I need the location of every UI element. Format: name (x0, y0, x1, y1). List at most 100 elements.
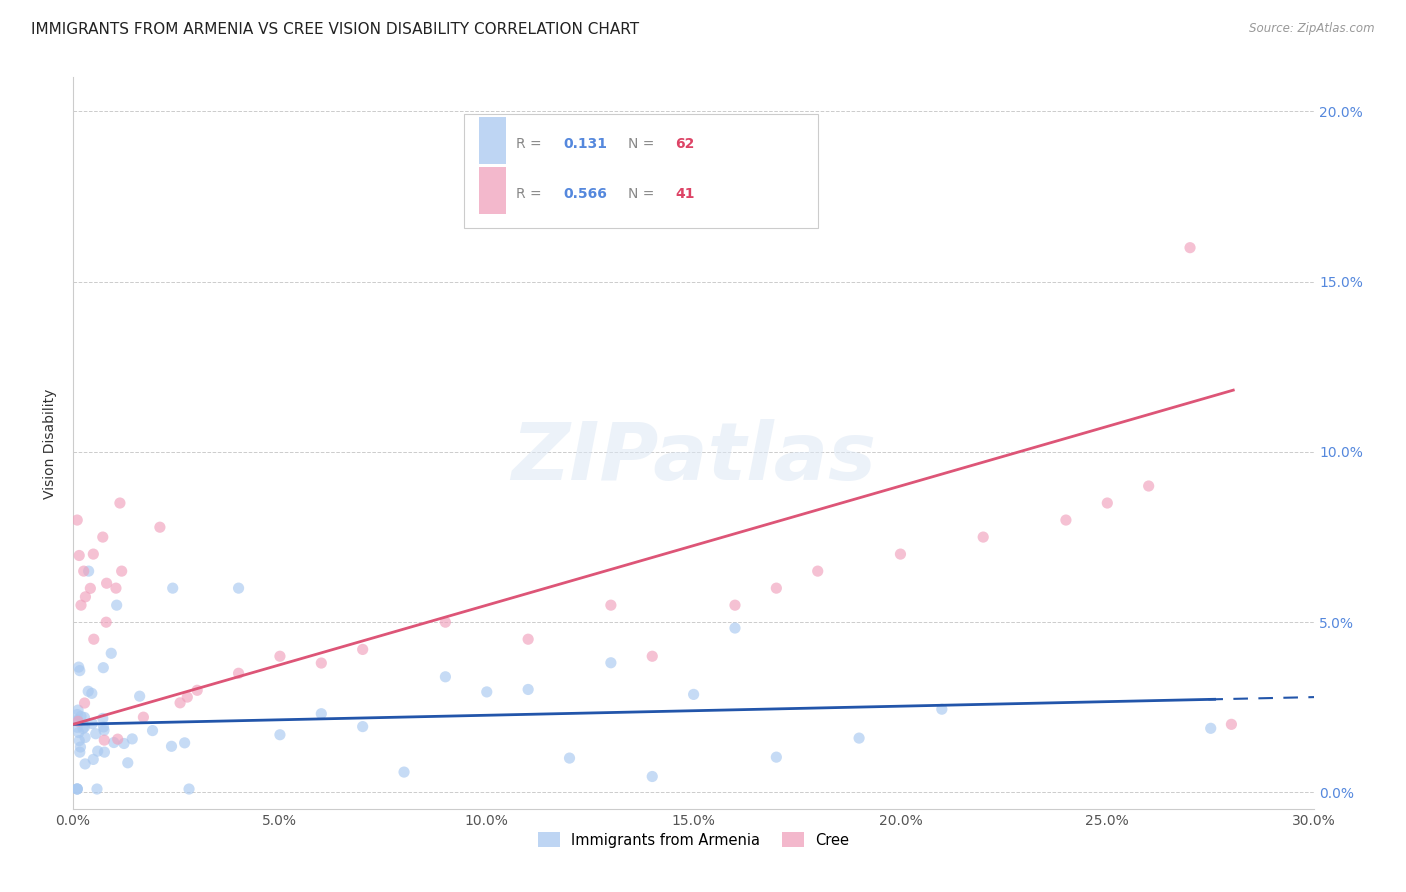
Point (82, 716, 104, 731)
Point (69, 739, 91, 754)
Point (86, 744, 108, 758)
Text: 0.131: 0.131 (564, 137, 607, 151)
Point (67, 733, 90, 747)
Point (91, 661, 114, 675)
Text: IMMIGRANTS FROM ARMENIA VS CREE VISION DISABILITY CORRELATION CHART: IMMIGRANTS FROM ARMENIA VS CREE VISION D… (31, 22, 640, 37)
Point (765, 581, 787, 595)
Bar (479, 167, 506, 214)
Point (75, 590, 97, 604)
Point (93, 733, 115, 747)
Text: Source: ZipAtlas.com: Source: ZipAtlas.com (1250, 22, 1375, 36)
Point (112, 737, 135, 751)
Point (67, 549, 90, 563)
Point (269, 649, 291, 664)
Point (77, 564, 100, 578)
Point (558, 751, 581, 765)
Point (100, 646, 122, 660)
Text: R =: R = (516, 187, 546, 201)
Point (73, 564, 96, 578)
Point (311, 656, 333, 670)
Point (807, 564, 830, 578)
Point (117, 756, 139, 770)
Point (69, 745, 91, 759)
Point (931, 702, 953, 716)
Point (93, 720, 115, 734)
Point (186, 683, 208, 698)
Point (66, 714, 89, 728)
Point (91, 711, 114, 725)
Point (724, 621, 747, 635)
Text: N =: N = (628, 137, 658, 151)
Point (77, 684, 100, 698)
Point (1137, 479, 1160, 493)
Bar (479, 117, 506, 164)
Point (67, 703, 90, 717)
Point (311, 706, 333, 721)
Bar (464, 114, 818, 227)
Point (128, 689, 150, 703)
Text: N =: N = (628, 187, 658, 201)
Legend: Immigrants from Armenia, Cree: Immigrants from Armenia, Cree (531, 826, 855, 854)
Point (67, 714, 90, 729)
Point (1054, 513, 1077, 527)
Point (86, 782, 108, 797)
Point (641, 770, 664, 784)
Text: ZIPatlas: ZIPatlas (512, 419, 876, 497)
Point (70, 598, 93, 612)
Point (66, 707, 89, 722)
Point (83, 632, 105, 647)
Point (641, 649, 664, 664)
Y-axis label: Vision Disability: Vision Disability (44, 388, 58, 499)
Point (66, 714, 89, 728)
Point (66, 782, 89, 797)
Point (66, 782, 89, 797)
Point (66, 781, 89, 796)
Text: R =: R = (516, 137, 546, 151)
Point (434, 670, 457, 684)
Point (72, 722, 94, 736)
Point (79, 582, 101, 596)
Point (96, 576, 118, 591)
Point (392, 765, 415, 780)
Point (69, 664, 91, 678)
Point (67, 725, 90, 739)
Point (352, 720, 374, 734)
Point (177, 782, 200, 797)
Point (80, 686, 103, 700)
Point (475, 685, 498, 699)
Point (73, 696, 96, 710)
Point (93, 723, 115, 738)
Point (91, 530, 114, 544)
Point (132, 710, 155, 724)
Point (111, 564, 134, 578)
Point (765, 750, 787, 764)
Point (141, 723, 163, 738)
Point (176, 690, 198, 704)
Point (724, 598, 747, 612)
Point (599, 656, 621, 670)
Point (84, 727, 107, 741)
Point (599, 598, 621, 612)
Text: 0.566: 0.566 (564, 187, 607, 201)
Point (82, 752, 104, 766)
Point (75, 756, 97, 771)
Point (108, 496, 131, 510)
Point (105, 598, 128, 612)
Text: 62: 62 (675, 137, 695, 151)
Point (160, 739, 183, 754)
Point (93, 745, 115, 759)
Point (75, 731, 97, 745)
Point (121, 731, 143, 746)
Point (103, 735, 125, 749)
Point (972, 530, 994, 544)
Point (96, 615, 118, 630)
Point (1097, 496, 1119, 510)
Point (1220, 717, 1243, 731)
Point (73, 720, 96, 734)
Point (66, 720, 89, 734)
Point (228, 666, 250, 681)
Point (1178, 241, 1201, 255)
Text: 41: 41 (675, 187, 695, 201)
Point (169, 696, 191, 710)
Point (434, 615, 457, 630)
